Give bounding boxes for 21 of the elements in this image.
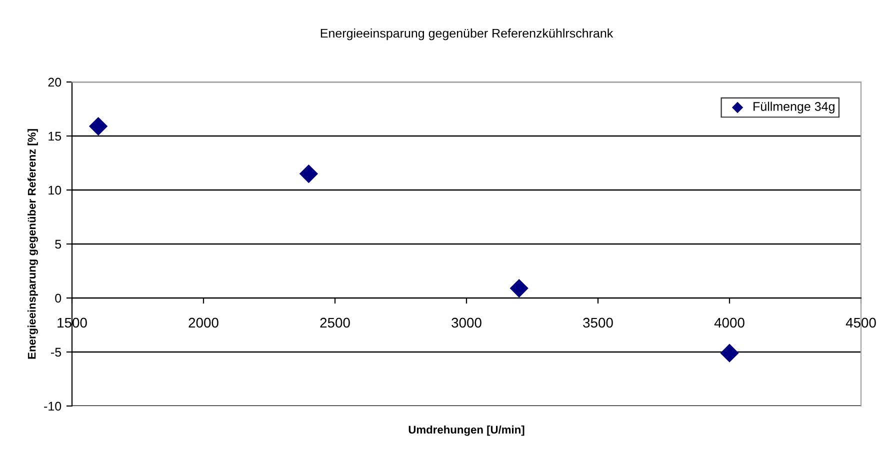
x-tick-label: 2500 [320,318,350,328]
chart-title: Energieeinsparung gegenüber Referenzkühlrschrank [320,28,614,40]
y-tick-label: -5 [51,348,62,357]
x-axis-title: Umdrehungen [U/min] [408,425,524,436]
y-tick-label: 20 [48,78,62,87]
y-tick-label: -10 [44,402,62,411]
x-tick-label: 3000 [452,318,482,328]
point [510,278,528,298]
point [720,344,739,362]
x-tick-label: 3500 [583,318,613,328]
y-tick-label: 0 [55,294,62,303]
y-tick-label: 10 [48,186,62,195]
x-tick-label: 4000 [714,318,744,328]
y-tick-label: 15 [48,132,62,141]
point [88,116,108,136]
x-tick-label: 2000 [188,318,218,328]
x-tick-label: 4500 [846,318,876,328]
y-axis-title: Energieeinsparung gegenüber Referenz [%] [28,129,38,359]
y-tick-label: 5 [55,240,62,249]
legend-label: Füllmenge 34g [754,102,834,114]
point [299,164,318,184]
